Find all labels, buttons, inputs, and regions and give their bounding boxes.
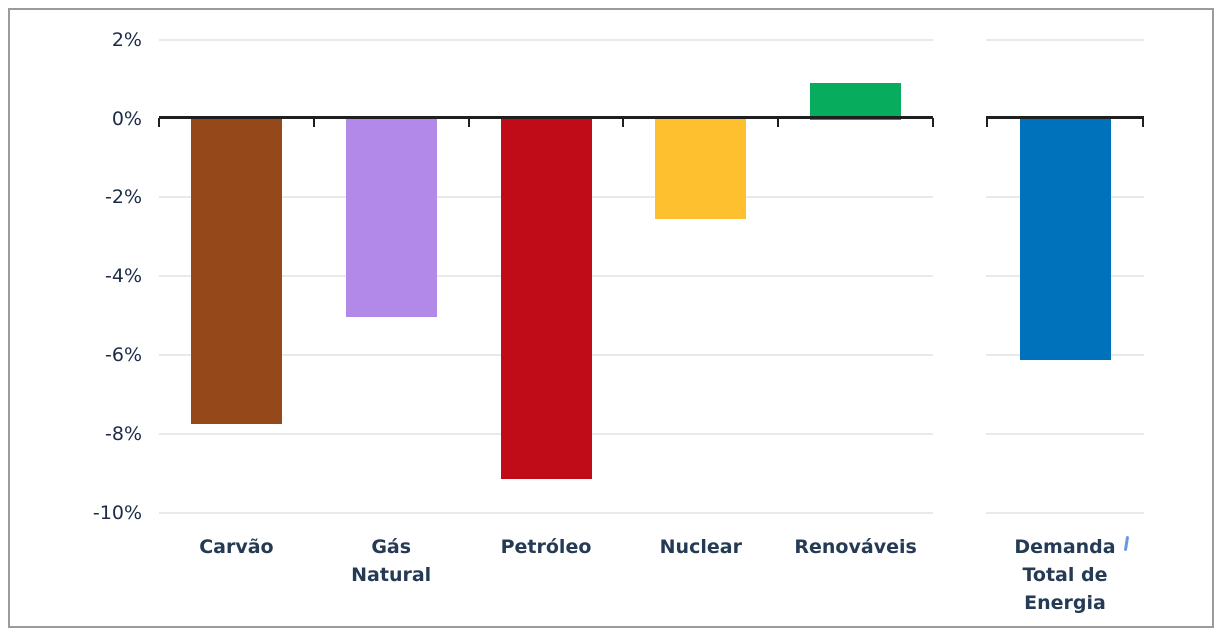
chart-bar: [810, 83, 902, 121]
category-label: Petróleo: [500, 536, 592, 558]
category-label: Carvão: [199, 536, 274, 558]
axis-tick: [986, 118, 988, 127]
chart-bar: [655, 118, 747, 219]
axis-tick: [777, 118, 780, 127]
x-axis-line: [159, 116, 933, 119]
axis-tick: [312, 118, 315, 127]
y-axis-tick-label: -10%: [92, 501, 142, 524]
x-axis-line: [986, 116, 1144, 119]
y-axis-tick-label: 0%: [111, 107, 142, 130]
y-axis-tick-label: -6%: [105, 344, 142, 367]
axis-tick: [1142, 118, 1144, 127]
chart-bar: [345, 118, 437, 318]
chart-bar: [1019, 118, 1111, 361]
chart-bar: [500, 118, 592, 479]
gridline: [986, 432, 1144, 435]
chart-bar: [190, 118, 282, 424]
axis-tick: [158, 118, 160, 127]
gridline: [159, 38, 933, 41]
category-label: Demanda Total de Energia: [1014, 536, 1116, 614]
y-axis-tick-label: -8%: [105, 422, 142, 445]
y-axis-tick-label: -2%: [105, 186, 142, 209]
axis-tick: [467, 118, 470, 127]
y-axis-tick-label: 2%: [111, 28, 142, 51]
gridline: [986, 511, 1144, 514]
axis-tick: [932, 118, 934, 127]
category-label: Gás Natural: [351, 536, 432, 586]
axis-tick: [622, 118, 625, 127]
y-axis-tick-label: -4%: [105, 265, 142, 288]
gridline: [159, 511, 933, 514]
category-label: Nuclear: [659, 536, 742, 558]
gridline: [986, 38, 1144, 41]
category-label: Renováveis: [794, 536, 917, 558]
